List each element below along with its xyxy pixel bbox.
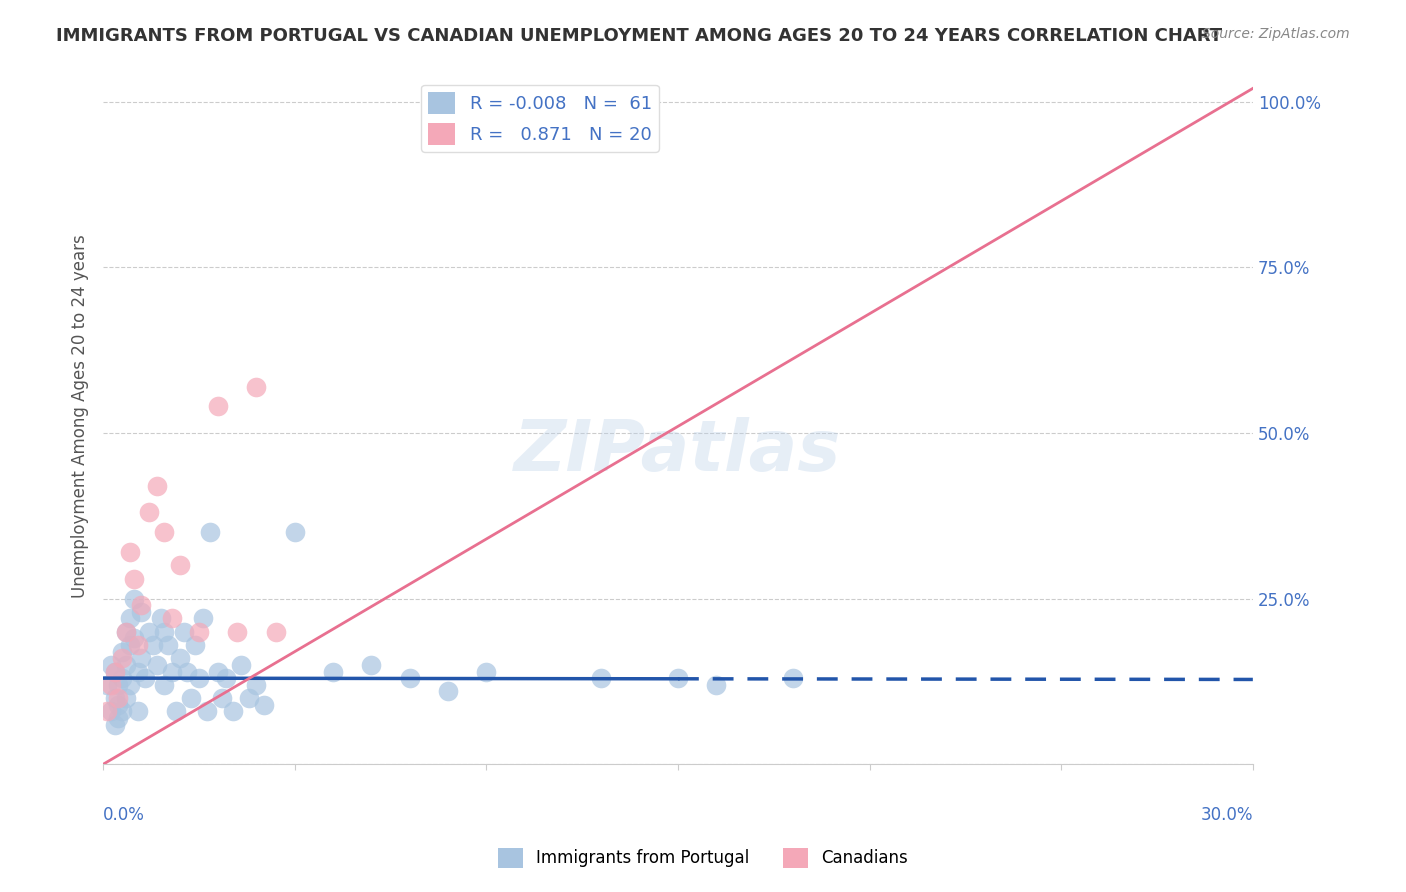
Point: [245, 678, 267, 692]
Point: [131, 599, 153, 613]
Point: [127, 704, 149, 718]
Point: [107, 711, 129, 725]
Point: [165, 704, 187, 718]
Point: [142, 638, 165, 652]
Point: [184, 638, 207, 652]
Y-axis label: Unemployment Among Ages 20 to 24 years: Unemployment Among Ages 20 to 24 years: [72, 235, 89, 599]
Point: [187, 624, 209, 639]
Point: [187, 671, 209, 685]
Point: [782, 671, 804, 685]
Point: [153, 678, 176, 692]
Point: [704, 678, 727, 692]
Text: 0.0%: 0.0%: [103, 806, 145, 824]
Point: [169, 558, 191, 573]
Point: [191, 611, 214, 625]
Legend: Immigrants from Portugal, Canadians: Immigrants from Portugal, Canadians: [491, 841, 915, 875]
Point: [104, 665, 127, 679]
Point: [115, 657, 138, 672]
Point: [200, 525, 222, 540]
Point: [238, 691, 260, 706]
Point: [211, 691, 233, 706]
Point: [111, 645, 134, 659]
Point: [226, 624, 249, 639]
Point: [207, 400, 229, 414]
Point: [146, 479, 169, 493]
Point: [118, 611, 141, 625]
Point: [149, 611, 172, 625]
Point: [107, 691, 129, 706]
Point: [115, 624, 138, 639]
Point: [157, 638, 180, 652]
Point: [207, 665, 229, 679]
Point: [134, 671, 156, 685]
Point: [284, 525, 307, 540]
Point: [104, 665, 127, 679]
Legend: R = -0.008   N =  61, R =   0.871   N = 20: R = -0.008 N = 61, R = 0.871 N = 20: [420, 85, 659, 152]
Text: IMMIGRANTS FROM PORTUGAL VS CANADIAN UNEMPLOYMENT AMONG AGES 20 TO 24 YEARS CORR: IMMIGRANTS FROM PORTUGAL VS CANADIAN UNE…: [56, 27, 1222, 45]
Point: [146, 657, 169, 672]
Point: [138, 624, 160, 639]
Point: [127, 638, 149, 652]
Point: [107, 698, 129, 712]
Point: [96, 704, 118, 718]
Point: [180, 691, 202, 706]
Point: [127, 665, 149, 679]
Point: [160, 611, 183, 625]
Point: [118, 638, 141, 652]
Point: [169, 651, 191, 665]
Point: [100, 657, 122, 672]
Point: [215, 671, 238, 685]
Point: [153, 624, 176, 639]
Text: ZIPatlas: ZIPatlas: [515, 417, 842, 485]
Text: Source: ZipAtlas.com: Source: ZipAtlas.com: [1202, 27, 1350, 41]
Point: [245, 379, 267, 393]
Point: [100, 704, 122, 718]
Point: [138, 506, 160, 520]
Text: 30.0%: 30.0%: [1201, 806, 1253, 824]
Point: [122, 591, 145, 606]
Point: [398, 671, 420, 685]
Point: [118, 678, 141, 692]
Point: [111, 651, 134, 665]
Point: [131, 651, 153, 665]
Point: [122, 572, 145, 586]
Point: [176, 665, 198, 679]
Point: [153, 525, 176, 540]
Point: [100, 678, 122, 692]
Point: [475, 665, 498, 679]
Point: [160, 665, 183, 679]
Point: [437, 684, 460, 698]
Point: [264, 624, 287, 639]
Point: [222, 704, 245, 718]
Point: [322, 665, 344, 679]
Point: [111, 704, 134, 718]
Point: [229, 657, 252, 672]
Point: [195, 704, 218, 718]
Point: [107, 678, 129, 692]
Point: [173, 624, 195, 639]
Point: [131, 605, 153, 619]
Point: [118, 545, 141, 559]
Point: [115, 624, 138, 639]
Point: [122, 632, 145, 646]
Point: [666, 671, 689, 685]
Point: [591, 671, 613, 685]
Point: [360, 657, 382, 672]
Point: [115, 691, 138, 706]
Point: [253, 698, 276, 712]
Point: [96, 678, 118, 692]
Point: [104, 717, 127, 731]
Point: [111, 671, 134, 685]
Point: [104, 691, 127, 706]
